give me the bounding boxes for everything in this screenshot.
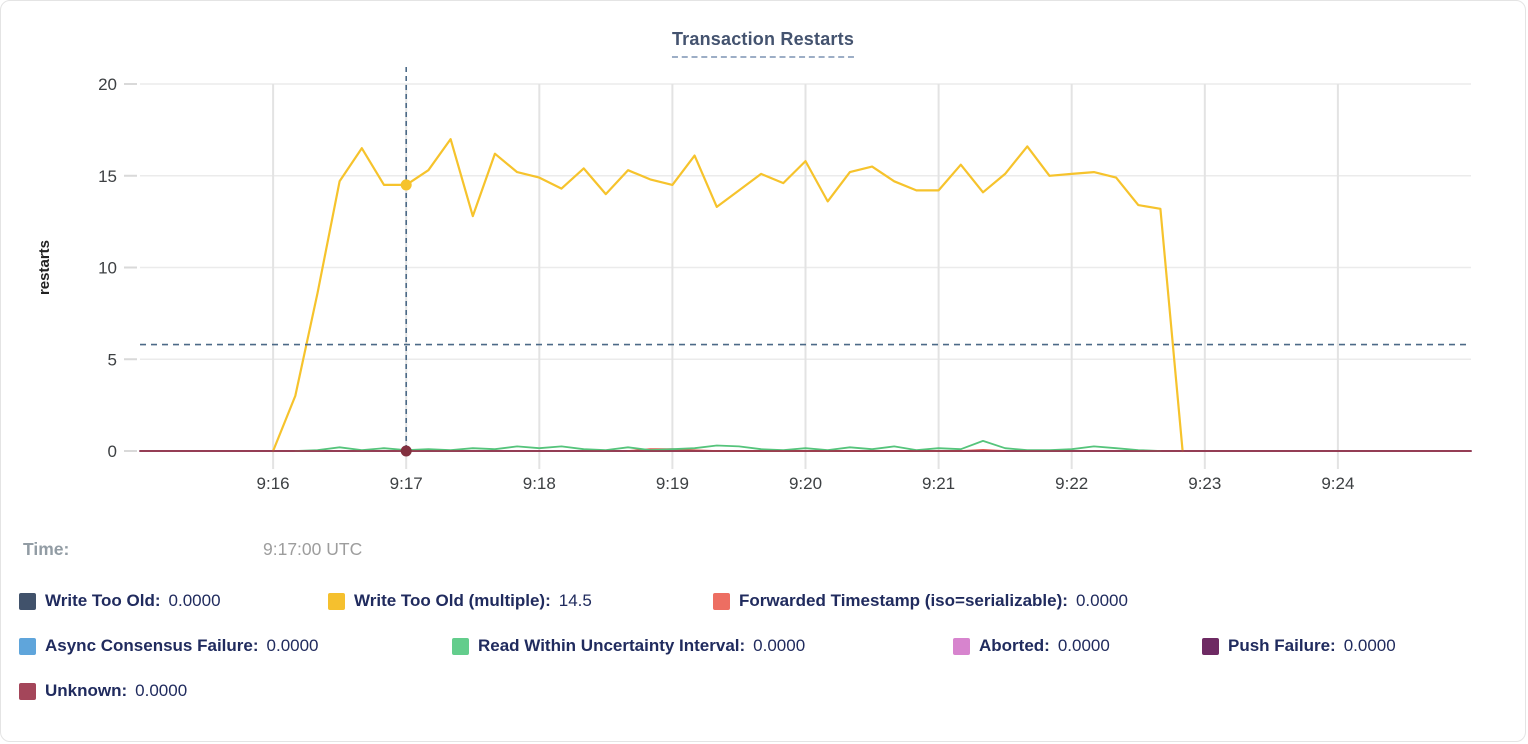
x-tick-label: 9:21 <box>922 474 955 493</box>
legend-swatch-forwarded-timestamp <box>713 592 730 610</box>
legend-row-1: Write Too Old: 0.0000 Write Too Old (mul… <box>1 591 1525 615</box>
y-tick-label: 20 <box>98 75 117 94</box>
legend-label: Async Consensus Failure: <box>45 636 259 655</box>
legend-swatch-aborted <box>953 637 970 655</box>
x-tick-label: 9:23 <box>1188 474 1221 493</box>
legend-value: 0.0000 <box>753 636 806 655</box>
y-tick-label: 15 <box>98 167 117 186</box>
legend-item-push-failure: Push Failure: 0.0000 <box>1202 636 1396 656</box>
legend-item-async-consensus-failure: Async Consensus Failure: 0.0000 <box>19 636 319 656</box>
legend-swatch-write-too-old <box>19 592 36 610</box>
y-tick-label: 10 <box>98 259 117 278</box>
legend-label: Forwarded Timestamp (iso=serializable): <box>739 591 1068 610</box>
legend-item-forwarded-timestamp: Forwarded Timestamp (iso=serializable): … <box>713 591 1128 611</box>
legend-swatch-async-consensus-failure <box>19 637 36 655</box>
legend-item-write-too-old: Write Too Old: 0.0000 <box>19 591 221 611</box>
legend-value: 0.0000 <box>1343 636 1396 655</box>
legend-row-2: Async Consensus Failure: 0.0000 Read Wit… <box>1 636 1525 660</box>
time-label: Time: <box>23 539 70 559</box>
hover-dot <box>400 445 412 457</box>
legend-item-write-too-old-multiple: Write Too Old (multiple): 14.5 <box>328 591 592 611</box>
y-tick-label: 0 <box>108 442 117 461</box>
series-line <box>272 138 1184 453</box>
legend-item-aborted: Aborted: 0.0000 <box>953 636 1110 656</box>
legend-label: Push Failure: <box>1228 636 1336 655</box>
legend-swatch-unknown <box>19 682 36 700</box>
legend-swatch-write-too-old-multiple <box>328 592 345 610</box>
x-tick-label: 9:20 <box>789 474 822 493</box>
legend-swatch-push-failure <box>1202 637 1219 655</box>
legend-value: 0.0000 <box>1075 591 1128 610</box>
x-tick-label: 9:24 <box>1321 474 1354 493</box>
x-tick-label: 9:19 <box>656 474 689 493</box>
y-axis-title: restarts <box>36 240 53 295</box>
legend-item-read-within-uncertainty: Read Within Uncertainty Interval: 0.0000 <box>452 636 805 656</box>
legend-swatch-read-within-uncertainty <box>452 637 469 655</box>
legend-value: 14.5 <box>558 591 592 610</box>
x-tick-label: 9:16 <box>257 474 290 493</box>
legend-label: Unknown: <box>45 681 128 700</box>
x-tick-label: 9:17 <box>390 474 423 493</box>
legend-label: Write Too Old (multiple): <box>354 591 551 610</box>
y-tick-label: 5 <box>108 350 117 369</box>
legend-value: 0.0000 <box>168 591 221 610</box>
legend-row-3: Unknown: 0.0000 <box>1 681 1525 705</box>
legend-label: Aborted: <box>979 636 1050 655</box>
legend-item-unknown: Unknown: 0.0000 <box>19 681 187 701</box>
series-line <box>294 439 1162 452</box>
chart-title[interactable]: Transaction Restarts <box>671 29 855 58</box>
hover-dot <box>400 179 412 191</box>
legend-label: Read Within Uncertainty Interval: <box>478 636 746 655</box>
time-value: 9:17:00 UTC <box>263 539 363 559</box>
legend-label: Write Too Old: <box>45 591 161 610</box>
legend-value: 0.0000 <box>1057 636 1110 655</box>
chart-plot-area[interactable]: 9:16 9:17 9:18 9:19 9:20 9:21 9:22 9:23 9:24 0 5 10… <box>1 1 1526 529</box>
x-tick-label: 9:22 <box>1055 474 1088 493</box>
legend-value: 0.0000 <box>266 636 319 655</box>
x-tick-label: 9:18 <box>523 474 556 493</box>
legend-value: 0.0000 <box>135 681 188 700</box>
hover-time-row: Time: 9:17:00 UTC <box>23 539 362 560</box>
